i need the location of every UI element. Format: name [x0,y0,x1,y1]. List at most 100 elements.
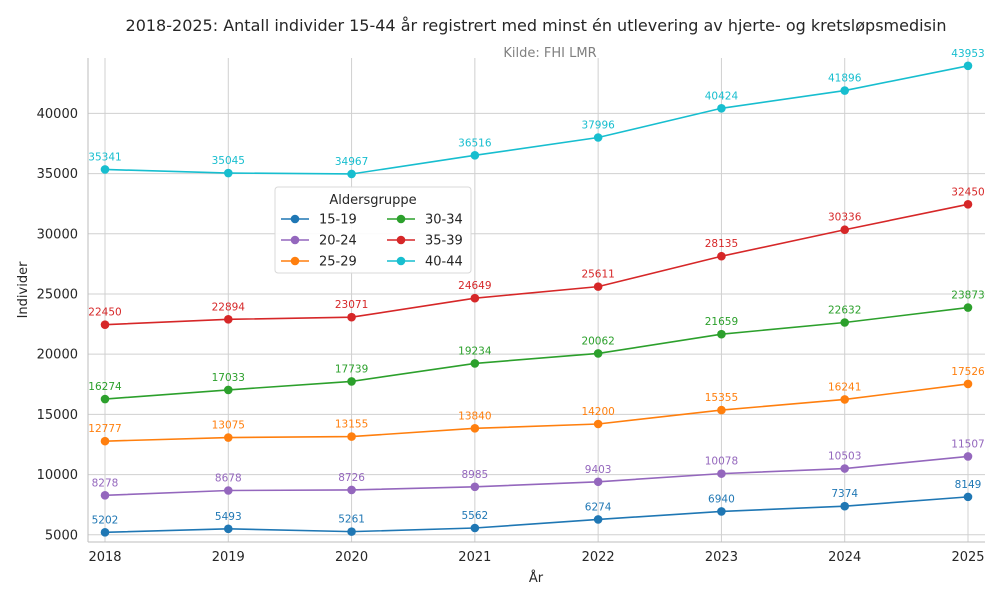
legend-entry: 25-29 [319,255,357,270]
x-tick-label: 2018 [88,550,121,565]
x-tick-label: 2019 [212,550,245,565]
y-tick-label: 35000 [37,167,78,182]
data-label: 6274 [585,501,612,513]
data-point [470,424,480,433]
x-tick-label: 2020 [335,550,368,565]
data-point [963,61,973,71]
data-point [223,168,233,178]
data-point [100,320,110,329]
series-line-40-44 [104,65,969,175]
data-point [593,419,603,429]
data-label: 40424 [705,90,739,102]
data-point [347,312,356,322]
data-point [593,515,603,524]
y-tick-label: 30000 [37,227,78,242]
series-line-15-19 [104,496,969,534]
data-point [717,469,726,478]
data-label: 13155 [335,419,368,431]
series-line-25-29 [104,383,969,442]
data-label: 8985 [461,469,488,481]
data-label: 37996 [581,120,615,132]
data-point [963,199,973,209]
legend-title: Aldersgruppe [329,193,416,208]
legend-marker [290,214,300,224]
data-point [963,452,973,461]
data-label: 28135 [705,238,738,250]
x-tick-label: 2023 [705,550,738,565]
data-label: 19234 [458,345,492,357]
data-point [470,293,480,303]
legend-marker [396,214,406,224]
data-point [100,165,110,174]
legend-entry: 40-44 [425,255,463,270]
data-label: 10078 [705,456,738,468]
y-tick-label: 15000 [37,408,78,423]
data-point [840,464,850,473]
x-tick-label: 2024 [828,550,861,565]
data-label: 13840 [458,410,491,422]
legend-entry: 30-34 [425,213,463,228]
data-label: 9403 [585,464,612,476]
data-label: 5493 [215,511,242,523]
data-point [347,169,356,179]
data-label: 5202 [92,514,119,526]
data-label: 41896 [828,73,862,85]
data-label: 17526 [951,366,985,378]
y-tick-label: 10000 [37,468,78,483]
data-point [717,103,726,113]
legend: Aldersgruppe 15-19 20-24 25-29 30-34 35-39 40-… [274,186,472,274]
y-tick-label: 5000 [45,528,78,543]
data-label: 8149 [955,479,982,491]
data-point [100,528,110,537]
data-label: 17739 [335,363,368,375]
x-tick-label: 2022 [582,550,615,565]
data-point [593,282,603,291]
data-point [593,477,603,487]
data-label: 23873 [951,290,984,302]
data-label: 6940 [708,493,735,505]
x-axis-label: År [529,570,544,586]
y-tick-label: 25000 [37,287,78,302]
data-label: 22894 [212,301,246,313]
data-label: 7374 [831,488,858,500]
data-point [717,251,726,261]
legend-entry: 20-24 [319,234,357,249]
data-label: 16274 [88,381,122,393]
data-point [223,486,233,495]
data-label: 10503 [828,451,861,463]
data-label: 8726 [338,472,365,484]
data-label: 15355 [705,392,738,404]
legend-entry: 35-39 [425,234,463,249]
chart-subtitle: Kilde: FHI LMR [503,46,596,61]
data-label: 32450 [951,186,984,198]
y-tick-label: 20000 [37,348,78,363]
y-tick-label: 40000 [37,107,78,122]
data-label: 23071 [335,299,368,311]
data-label: 25611 [581,269,614,281]
data-point [717,507,726,516]
data-label: 22450 [88,307,121,319]
legend-marker [290,235,300,245]
data-label: 36516 [458,137,492,149]
data-point [470,359,480,368]
data-label: 22632 [828,304,861,316]
data-label: 35341 [88,151,121,163]
data-label: 8278 [92,477,119,489]
data-point [347,377,356,386]
data-label: 34967 [335,156,368,168]
data-point [223,433,233,442]
data-point [840,318,850,327]
data-label: 14200 [581,406,614,418]
series-line-35-39 [104,203,969,326]
data-label: 5261 [338,514,365,526]
data-point [840,86,850,95]
data-point [840,501,850,511]
data-point [223,524,233,534]
data-point [347,527,356,536]
data-label: 24649 [458,280,491,292]
data-label: 20062 [581,335,614,347]
data-point [963,303,973,312]
data-label: 5562 [461,510,488,522]
data-point [347,432,356,441]
